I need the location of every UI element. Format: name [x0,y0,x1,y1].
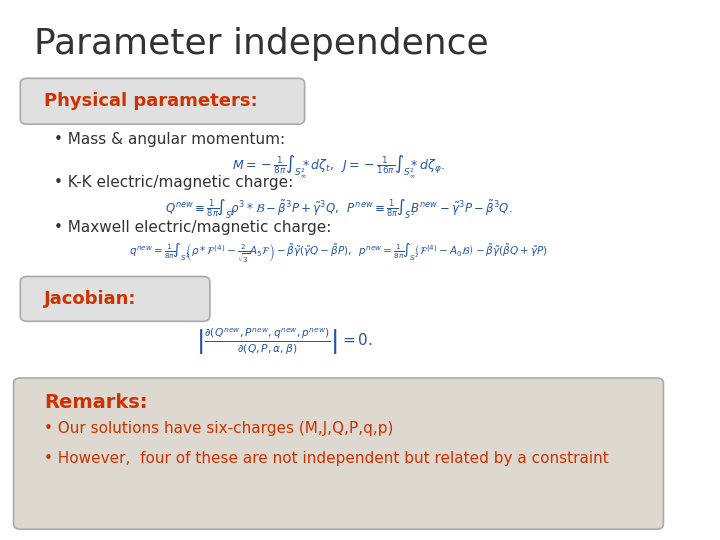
Text: Remarks:: Remarks: [44,393,148,412]
Text: • Mass & angular momentum:: • Mass & angular momentum: [54,132,285,147]
FancyBboxPatch shape [14,378,663,529]
Text: $\left|\frac{\partial(Q^{new}, P^{new}, q^{new}, p^{new})}{\partial(Q, P, \alpha: $\left|\frac{\partial(Q^{new}, P^{new}, … [196,327,373,357]
FancyBboxPatch shape [0,0,684,540]
Text: $Q^{new} \equiv \frac{1}{8\pi}\!\int_{S^2} \!\!\rho^3 * \mathcal{B} - \tilde{\be: $Q^{new} \equiv \frac{1}{8\pi}\!\int_{S^… [165,197,512,221]
FancyBboxPatch shape [20,276,210,321]
Text: Physical parameters:: Physical parameters: [44,92,258,110]
Text: $q^{new} = \frac{1}{8\pi}\!\int_{S^2}\!\!\left(\rho * \mathcal{F}^{(4)} - \frac{: $q^{new} = \frac{1}{8\pi}\!\int_{S^2}\!\… [129,241,548,265]
Text: • Our solutions have six-charges (M,J,Q,P,q,p): • Our solutions have six-charges (M,J,Q,… [44,421,393,436]
Text: • Maxwell electric/magnetic charge:: • Maxwell electric/magnetic charge: [54,220,331,235]
Text: • K-K electric/magnetic charge:: • K-K electric/magnetic charge: [54,176,294,191]
Text: Parameter independence: Parameter independence [34,27,488,61]
FancyBboxPatch shape [20,78,305,124]
Text: • However,  four of these are not independent but related by a constraint: • However, four of these are not indepen… [44,451,608,466]
Text: $M = -\frac{1}{8\pi}\int_{S^2_\infty} \!\!\! *d\zeta_t, \;\; J = -\frac{1}{16\pi: $M = -\frac{1}{8\pi}\int_{S^2_\infty} \!… [232,154,445,180]
Text: Jacobian:: Jacobian: [44,289,137,308]
